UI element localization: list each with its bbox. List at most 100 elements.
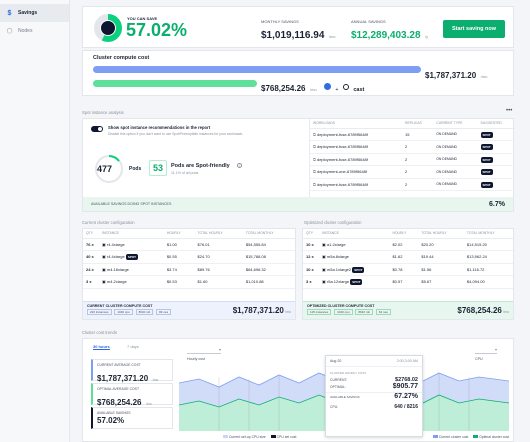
table-row[interactable]: ⧉ deployment-one-6789f5648f 2 ON DEMAND … — [310, 165, 515, 179]
monthly-savings: $1,019,116.94 /mo — [261, 25, 336, 43]
col-total-monthly[interactable]: TOTAL MONTHLY — [463, 229, 513, 239]
col-total-hourly[interactable]: TOTAL HOURLY — [194, 229, 243, 239]
optimized-cost-bar — [93, 80, 257, 87]
table-row[interactable]: ⧉ deployment-fuse-6789f5648f 2 ON DEMAND… — [310, 140, 515, 154]
legend-swatch-optimal — [473, 435, 479, 438]
available-savings-label: AVAILABLE SAVINGS — [97, 411, 131, 415]
workload-icon: ⧉ — [313, 169, 317, 175]
total-monthly: $1,116.72 — [463, 263, 513, 276]
start-saving-button[interactable]: Start saving now — [443, 20, 505, 38]
sidebar-item-label: Nodes — [18, 28, 33, 34]
table-row[interactable]: 3 x ▣ r5a.12xlarge SPOT $0.57 $5.67 $4,0… — [303, 275, 513, 289]
workload-icon: ⧉ — [313, 131, 317, 137]
monthly-savings-value: $1,019,116.94 — [261, 30, 325, 41]
dollar-icon: $ — [7, 9, 12, 17]
k8s-icon — [324, 83, 332, 91]
qty: 3 x — [83, 275, 99, 289]
total-monthly: $15,788.08 — [242, 250, 295, 264]
table-row[interactable]: 3 x ▣ m4.2xlarge $0.53 $1.60 $1,010.88 — [83, 275, 295, 289]
instance-icon: ▣ — [102, 241, 107, 247]
table-row[interactable]: 24 x ▣ m4.16xlarge $3.74 $89.76 $64,696.… — [83, 263, 295, 276]
more-options-icon[interactable]: ••• — [506, 108, 513, 114]
current-cost: $1,787,371.20 /mo — [425, 65, 487, 83]
optimized-cost-unit: /mo — [309, 87, 317, 92]
hourly: $0.78 — [389, 263, 419, 276]
table-row[interactable]: ⧉ deployment-fuse-6789f5648f 15 ON DEMAN… — [310, 128, 515, 141]
total-hourly: $1.60 — [194, 275, 243, 289]
col-total-monthly[interactable]: TOTAL MONTHLY — [242, 229, 295, 239]
spot-toggle[interactable] — [91, 126, 103, 132]
table-row[interactable]: ⧉ deployment-fuse-6789f5648f 2 ON DEMAND… — [310, 178, 515, 191]
col-instance[interactable]: INSTANCE — [99, 229, 164, 239]
table-row[interactable]: 76 x ▣ r4.4xlarge $1.00 $76.01 $54,555.8… — [83, 238, 295, 251]
workload-name: deployment-fuse-6789f5648f — [316, 131, 368, 137]
chip: 8640 mb — [135, 309, 154, 315]
footer-unit: /mo — [503, 310, 509, 314]
current-average-unit: /mo — [152, 378, 159, 382]
qty: 24 x — [83, 263, 99, 276]
qty: 12 x — [303, 250, 319, 264]
col-qty[interactable]: QTY — [83, 229, 99, 239]
spot-badge: SPOT — [125, 254, 138, 261]
tooltip-date: Aug 20 — [330, 359, 342, 363]
cpu-select[interactable]: CPU ▾ — [475, 347, 497, 361]
col-hourly[interactable]: HOURLY — [389, 229, 419, 239]
chip: 84 nes — [156, 309, 172, 315]
instance-icon: ▣ — [102, 279, 107, 285]
avail-label: AVAILABLE SAVINGS DOING SPOT INSTANCES — [91, 202, 172, 206]
col-replicas[interactable]: REPLICAS — [402, 119, 434, 129]
suggested-badge: SPOT — [480, 169, 493, 176]
cost-type-select[interactable]: Hourly cost ▾ — [187, 347, 221, 361]
spot-badge: SPOT — [352, 266, 365, 273]
tooltip-cpu-value: 640 / 8216 — [394, 404, 418, 410]
tab-30-hours[interactable]: 30 hours — [93, 344, 110, 350]
suggested-badge: SPOT — [480, 181, 493, 188]
table-row[interactable]: 10 x ▣ a1.2xlarge $2.02 $20.20 $14,515.2… — [303, 238, 513, 251]
legend-swatch-cpu-set — [270, 435, 276, 438]
qty: 10 x — [303, 263, 319, 276]
table-row[interactable]: 12 x ▣ m5a.8xlarge $1.62 $19.44 $13,962.… — [303, 250, 513, 264]
instance-icon: ▣ — [322, 254, 327, 260]
savings-percent: 57.02% — [126, 20, 188, 40]
sidebar-item-nodes[interactable]: ⬡ Nodes — [0, 22, 69, 40]
replicas: 15 — [402, 128, 434, 141]
nodes-icon: ⬡ — [6, 28, 13, 35]
tab-7-days[interactable]: 7 days — [127, 344, 139, 349]
footer-chips: 115 instances 1040 cpu 8640 mb 64 nes — [307, 309, 509, 315]
instance-name: r4.4xlarge — [106, 241, 125, 247]
col-suggested[interactable]: SUGGESTED — [477, 119, 515, 129]
current-cost-bar — [93, 66, 421, 73]
savings-donut — [94, 14, 122, 42]
info-icon[interactable]: i — [237, 163, 242, 168]
sidebar-item-savings[interactable]: $ Savings — [0, 4, 69, 22]
col-hourly[interactable]: HOURLY — [163, 229, 195, 239]
pods-ring — [95, 155, 123, 183]
current-average-value: $1,787,371.20 — [97, 374, 149, 383]
chart-legend-right: Current cluster cost Optimal cluster cos… — [432, 435, 509, 439]
tooltip-section: CLUSTER HOURLY COST — [330, 371, 367, 375]
instance-name: m4.16xlarge — [106, 266, 129, 272]
col-qty[interactable]: QTY — [303, 229, 319, 239]
col-instance[interactable]: INSTANCE — [319, 229, 390, 239]
current-type: ON DEMAND — [433, 165, 478, 179]
chevron-down-icon: ▾ — [218, 347, 221, 352]
annual-savings-label: ANNUAL SAVINGS — [351, 19, 386, 24]
spot-label: Pods are Spot-friendly — [171, 163, 230, 169]
instance-icon: ▣ — [102, 266, 107, 272]
suggested-badge: SPOT — [480, 144, 493, 151]
legend-swatch-cpu — [223, 435, 228, 438]
qty: 3 x — [303, 275, 319, 289]
table-row[interactable]: ⧉ deployment-fuse-6789f5648f 2 ON DEMAND… — [310, 153, 515, 166]
legend-swatch-current — [432, 435, 438, 438]
optimal-average-box: OPTIMAL AVERAGE COST $768,254.26 /mo — [91, 383, 173, 407]
col-workloads[interactable]: WORKLOADS — [310, 119, 402, 129]
replicas: 2 — [402, 153, 434, 166]
col-current-type[interactable]: CURRENT TYPE — [433, 119, 478, 129]
table-row[interactable]: 40 x ▣ r4.4xlarge SPOT $0.55 $24.70 $15,… — [83, 250, 295, 264]
footer-total: $1,787,371.20 /mo — [233, 306, 291, 315]
legend-optimal: Optimal cluster cost — [479, 435, 509, 439]
spot-count: 53 — [152, 163, 163, 173]
monthly-savings-label: MONTHLY SAVINGS — [261, 19, 299, 24]
table-row[interactable]: 10 x ▣ m5a.1xlarge2 SPOT $0.78 $1.56 $1,… — [303, 263, 513, 276]
col-total-hourly[interactable]: TOTAL HOURLY — [418, 229, 464, 239]
